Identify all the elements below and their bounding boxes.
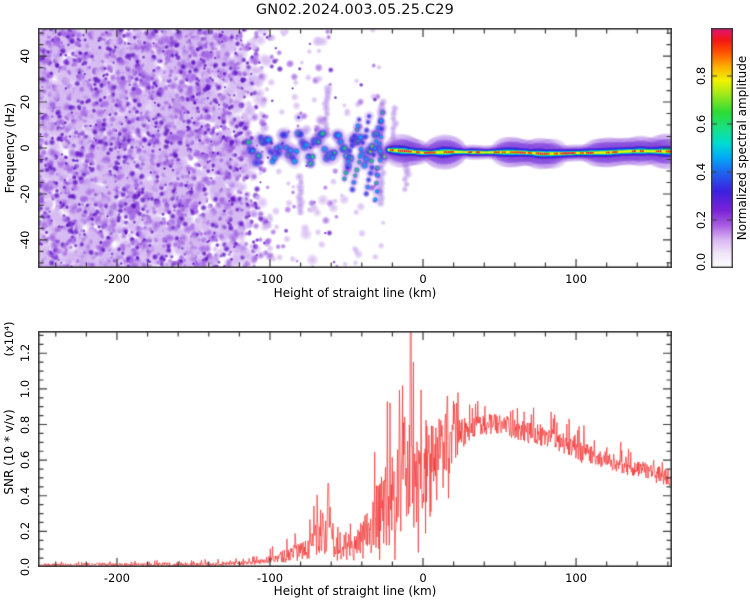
page-title: GN02.2024.003.05.25.C29 bbox=[255, 2, 455, 18]
bottom-x-axis-label: Height of straight line (km) bbox=[273, 584, 437, 598]
tick-label: -20 bbox=[18, 184, 32, 204]
bottom-y-scale-label: (x10⁴) bbox=[2, 321, 16, 357]
tick-label: 0.0 bbox=[18, 557, 32, 577]
snr-panel bbox=[38, 331, 672, 567]
tick-label: 0.8 bbox=[694, 66, 708, 86]
tick-label: -200 bbox=[103, 272, 130, 286]
tick-label: -100 bbox=[256, 272, 284, 286]
spectrogram-plot-canvas bbox=[38, 28, 672, 268]
colorbar-gradient-canvas bbox=[711, 28, 733, 268]
tick-label: 0 bbox=[18, 144, 32, 152]
tick-label: 0.2 bbox=[694, 210, 708, 230]
tick-label: 0.0 bbox=[694, 252, 708, 272]
tick-label: 0.4 bbox=[694, 162, 708, 182]
tick-label: 0 bbox=[419, 272, 427, 286]
tick-label: -200 bbox=[103, 571, 130, 585]
tick-label: -40 bbox=[18, 230, 32, 250]
bottom-y-axis-label: SNR (10 * v/v) bbox=[2, 409, 16, 495]
top-x-axis-label: Height of straight line (km) bbox=[273, 286, 437, 300]
tick-label: 0.4 bbox=[18, 486, 32, 505]
colorbar bbox=[711, 28, 733, 268]
tick-label: 40 bbox=[18, 48, 32, 64]
tick-label: 0.8 bbox=[18, 415, 32, 434]
tick-label: 1.0 bbox=[18, 379, 32, 399]
tick-label: 1.2 bbox=[18, 344, 32, 363]
tick-label: 0.6 bbox=[18, 450, 32, 470]
top-y-axis-label: Frequency (Hz) bbox=[3, 102, 17, 194]
tick-label: -100 bbox=[256, 571, 284, 585]
spectrogram-panel bbox=[38, 28, 672, 268]
tick-label: 20 bbox=[18, 94, 32, 110]
tick-label: 0.6 bbox=[694, 114, 708, 134]
tick-label: 0 bbox=[419, 571, 427, 585]
tick-label: 100 bbox=[565, 571, 588, 585]
tick-label: 100 bbox=[565, 272, 588, 286]
colorbar-label: Normalized spectral amplitude bbox=[735, 55, 749, 241]
snr-plot-canvas bbox=[38, 331, 672, 567]
tick-label: 0.2 bbox=[18, 522, 32, 541]
